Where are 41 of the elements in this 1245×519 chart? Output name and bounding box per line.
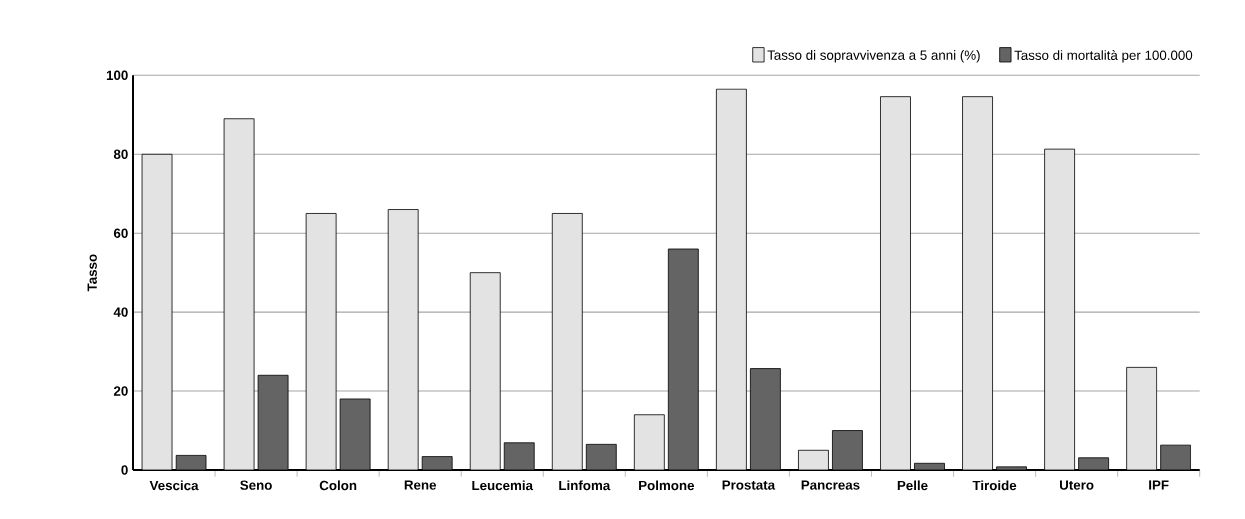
- x-tick-label: Prostata: [722, 480, 776, 490]
- x-tick-label: Polmone: [639, 480, 695, 491]
- bar: [962, 96, 993, 470]
- bar: [585, 443, 617, 470]
- legend-label: Tasso di sopravvivenza a 5 anni (%): [767, 50, 980, 63]
- y-tick-label: 0: [121, 465, 128, 475]
- x-tick-label: Utero: [1059, 480, 1094, 490]
- bar: [1126, 366, 1158, 470]
- x-tick-label: Linfoma: [559, 480, 611, 491]
- x-tick-label: Tiroide: [972, 480, 1017, 491]
- y-tick-label: 100: [106, 70, 128, 81]
- y-tick-label: 40: [113, 307, 128, 317]
- bar: [339, 398, 371, 470]
- bar: [503, 442, 535, 470]
- x-tick-label: Pancreas: [801, 480, 860, 490]
- bar: [832, 430, 863, 470]
- bar: [551, 213, 583, 470]
- bar: [749, 368, 781, 470]
- bar: [257, 374, 289, 470]
- x-tick-label: Vescica: [149, 480, 199, 491]
- y-tick-label: 60: [113, 228, 128, 238]
- y-axis-title: Tasso: [87, 254, 97, 292]
- bar: [141, 153, 173, 470]
- legend-label: Tasso di mortalità per 100.000: [1014, 50, 1193, 63]
- bar: [305, 213, 337, 470]
- x-tick-label: IPF: [1149, 480, 1169, 490]
- y-tick-label: 80: [113, 149, 128, 159]
- x-tick-label: Seno: [240, 480, 272, 490]
- y-tick-label: 20: [113, 386, 128, 396]
- bar: [1044, 148, 1075, 470]
- bar: [387, 209, 419, 470]
- x-tick-label: Rene: [404, 480, 437, 490]
- bar: [880, 96, 911, 470]
- bar: [715, 88, 747, 470]
- bar: [633, 414, 665, 470]
- bar: [469, 272, 501, 470]
- bar: [667, 248, 699, 470]
- x-tick-label: Pelle: [897, 480, 928, 491]
- bar: [223, 118, 255, 470]
- x-tick-label: Leucemia: [472, 480, 534, 491]
- x-tick-label: Colon: [319, 480, 357, 491]
